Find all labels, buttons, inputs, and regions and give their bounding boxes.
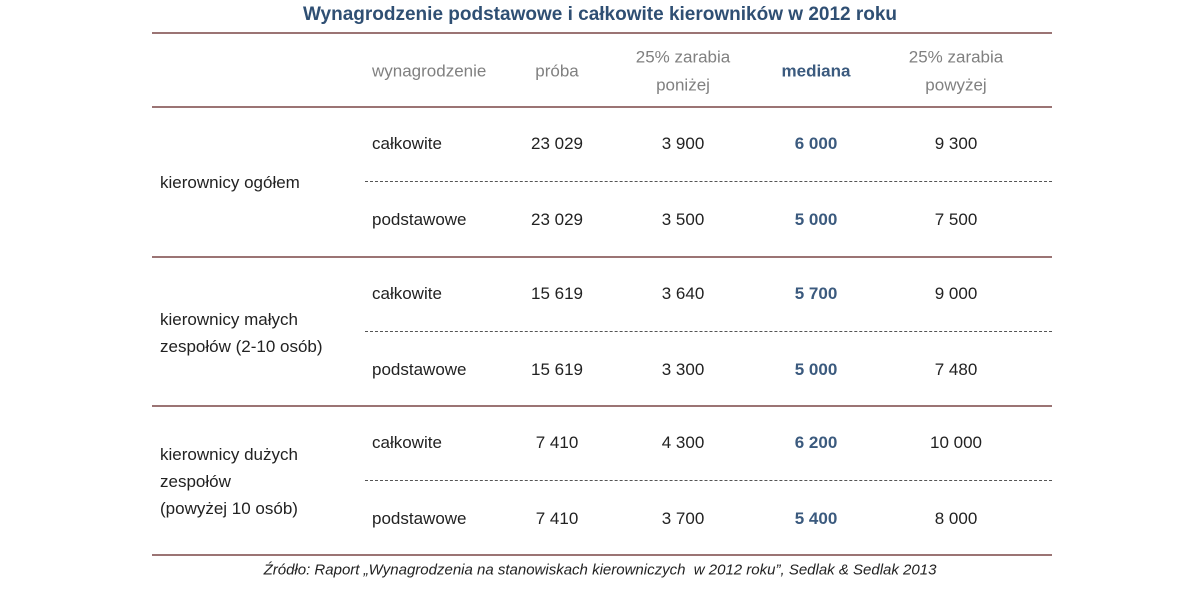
column-header: próba xyxy=(535,61,579,81)
cell: 6 200 xyxy=(794,433,838,452)
cell: 15 619 xyxy=(531,360,583,379)
cell: 3 700 xyxy=(661,509,705,528)
dashed-separator xyxy=(365,480,1052,481)
row-label: podstawowe xyxy=(372,509,467,528)
cell: 15 619 xyxy=(531,284,583,303)
rule xyxy=(152,106,1052,108)
group-label: zespołów (2-10 osób) xyxy=(160,336,323,356)
dashed-separator xyxy=(365,331,1052,332)
source: Źródło: Raport „Wynagrodzenia na stanowi… xyxy=(263,561,937,579)
cell: 10 000 xyxy=(930,433,982,452)
rule xyxy=(152,256,1052,258)
cell: 3 500 xyxy=(661,210,705,229)
cell: 5 700 xyxy=(794,284,838,303)
column-header: poniżej xyxy=(656,75,710,95)
column-header: wynagrodzenie xyxy=(372,61,487,81)
group-label: kierownicy dużych xyxy=(160,445,298,464)
group-label: (powyżej 10 osób) xyxy=(160,499,298,518)
cell: 7 500 xyxy=(934,210,978,229)
dashed-separator xyxy=(365,181,1052,182)
cell: 3 900 xyxy=(661,134,705,153)
row-label: podstawowe xyxy=(372,360,467,379)
cell: 3 640 xyxy=(661,284,705,303)
cell: 5 000 xyxy=(794,210,838,229)
column-header: mediana xyxy=(781,61,851,81)
row-label: całkowite xyxy=(372,433,442,452)
cell: 8 000 xyxy=(934,509,978,528)
cell: 23 029 xyxy=(531,134,583,153)
column-header: 25% zarabia xyxy=(635,47,731,67)
column-header: powyżej xyxy=(925,75,987,95)
cell: 9 000 xyxy=(934,284,978,303)
row-label: całkowite xyxy=(372,134,442,153)
column-header: 25% zarabia xyxy=(908,47,1004,67)
rule xyxy=(152,554,1052,556)
group-label: zespołów xyxy=(160,472,231,491)
row-label: całkowite xyxy=(372,284,442,303)
cell: 6 000 xyxy=(794,134,838,153)
row-label: podstawowe xyxy=(372,210,467,229)
cell: 23 029 xyxy=(531,210,583,229)
cell: 7 410 xyxy=(535,433,579,452)
cell: 3 300 xyxy=(661,360,705,379)
cell: 4 300 xyxy=(661,433,705,452)
rule xyxy=(152,405,1052,407)
cell: 5 000 xyxy=(794,360,838,379)
cell: 7 410 xyxy=(535,509,579,528)
title: Wynagrodzenie podstawowe i całkowite kie… xyxy=(302,4,898,25)
rule xyxy=(152,32,1052,34)
group-label: kierownicy ogółem xyxy=(160,173,300,192)
cell: 9 300 xyxy=(934,134,978,153)
cell: 5 400 xyxy=(794,509,838,528)
cell: 7 480 xyxy=(934,360,978,379)
group-label: kierownicy małych xyxy=(160,309,298,329)
